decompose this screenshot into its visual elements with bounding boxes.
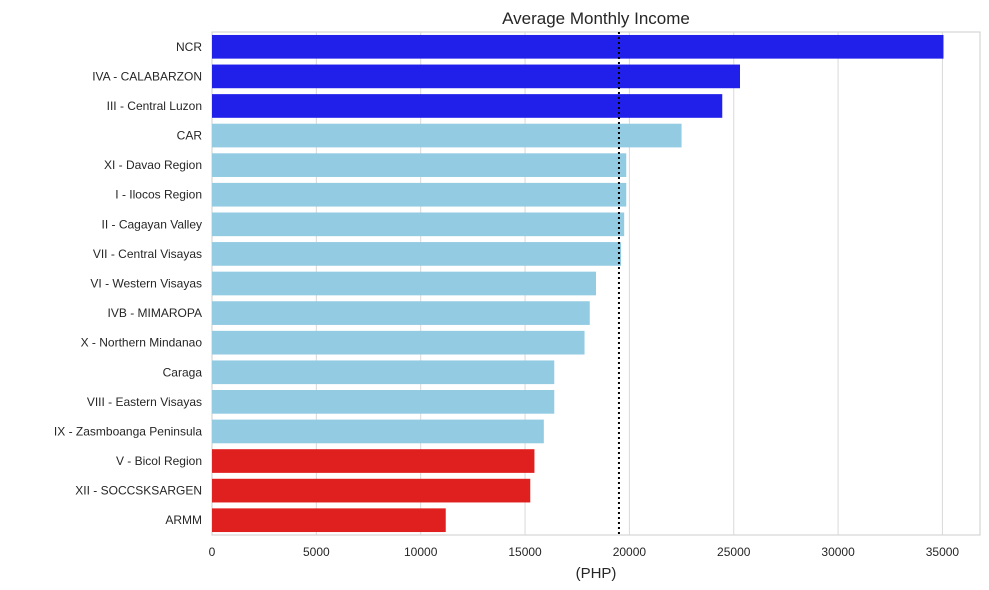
bar [212,390,555,414]
y-category-label: IVB - MIMAROPA [108,306,202,320]
bar [212,94,723,118]
y-category-label: II - Cagayan Valley [102,217,203,231]
bar [212,271,596,296]
x-tick-labels: 0 5000 10000 15000 20000 25000 30000 35000 [209,545,960,559]
bar [212,360,555,385]
x-tick-label: 5000 [303,545,330,559]
bar [212,449,535,473]
bar [212,153,627,177]
bar [212,330,585,355]
y-category-labels: NCR IVA - CALABARZON III - Central Luzon CA… [54,40,202,527]
bar [212,478,531,503]
y-category-label: IVA - CALABARZON [92,69,202,83]
bar [212,301,590,325]
y-category-label: NCR [176,40,202,54]
bar [212,508,446,533]
y-category-label: CAR [177,129,203,143]
x-tick-label: 10000 [404,545,438,559]
bar [212,242,622,266]
y-category-label: ARMM [165,513,202,527]
bar-series [212,34,944,533]
y-category-label: Caraga [163,365,203,379]
y-category-label: VII - Central Visayas [93,247,202,261]
bar [212,123,682,148]
x-tick-label: 30000 [821,545,855,559]
y-category-label: XII - SOCCSKSARGEN [75,484,202,498]
chart-title: Average Monthly Income [502,9,690,28]
x-axis-label: (PHP) [576,565,617,582]
x-tick-label: 25000 [717,545,751,559]
y-category-label: V - Bicol Region [116,454,202,468]
bar [212,182,627,207]
y-category-label: XI - Davao Region [104,158,202,172]
x-tick-label: 0 [209,545,216,559]
y-category-label: VIII - Eastern Visayas [87,395,202,409]
bar [212,64,740,89]
bar [212,34,944,59]
x-tick-label: 35000 [926,545,960,559]
bar [212,212,625,237]
y-category-label: X - Northern Mindanao [81,336,203,350]
bar [212,419,544,444]
x-tick-label: 15000 [508,545,542,559]
y-category-label: IX - Zasmboanga Peninsula [54,424,202,438]
x-tick-label: 20000 [613,545,647,559]
y-category-label: III - Central Luzon [107,99,202,113]
y-category-label: I - Ilocos Region [115,188,202,202]
y-category-label: VI - Western Visayas [90,277,202,291]
